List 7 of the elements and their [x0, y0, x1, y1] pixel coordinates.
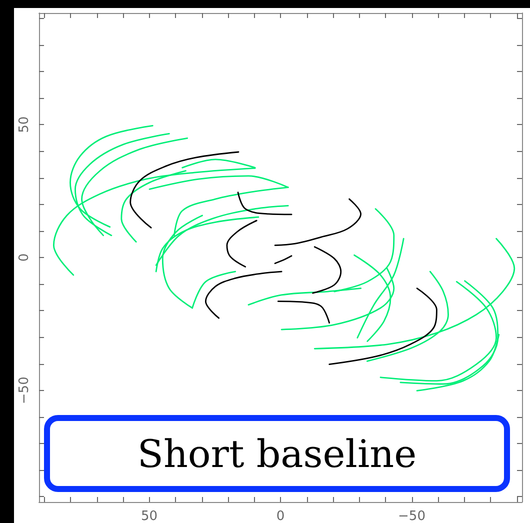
y-tick-label: 0 [17, 253, 32, 262]
x-tick-label: −50 [398, 509, 426, 523]
rounded-box: Short baseline [44, 415, 510, 492]
x-tick-label: 50 [140, 509, 158, 523]
y-tick-label: −50 [17, 376, 32, 404]
y-tick-label: 50 [17, 116, 32, 133]
x-tick-label: 0 [276, 509, 285, 523]
